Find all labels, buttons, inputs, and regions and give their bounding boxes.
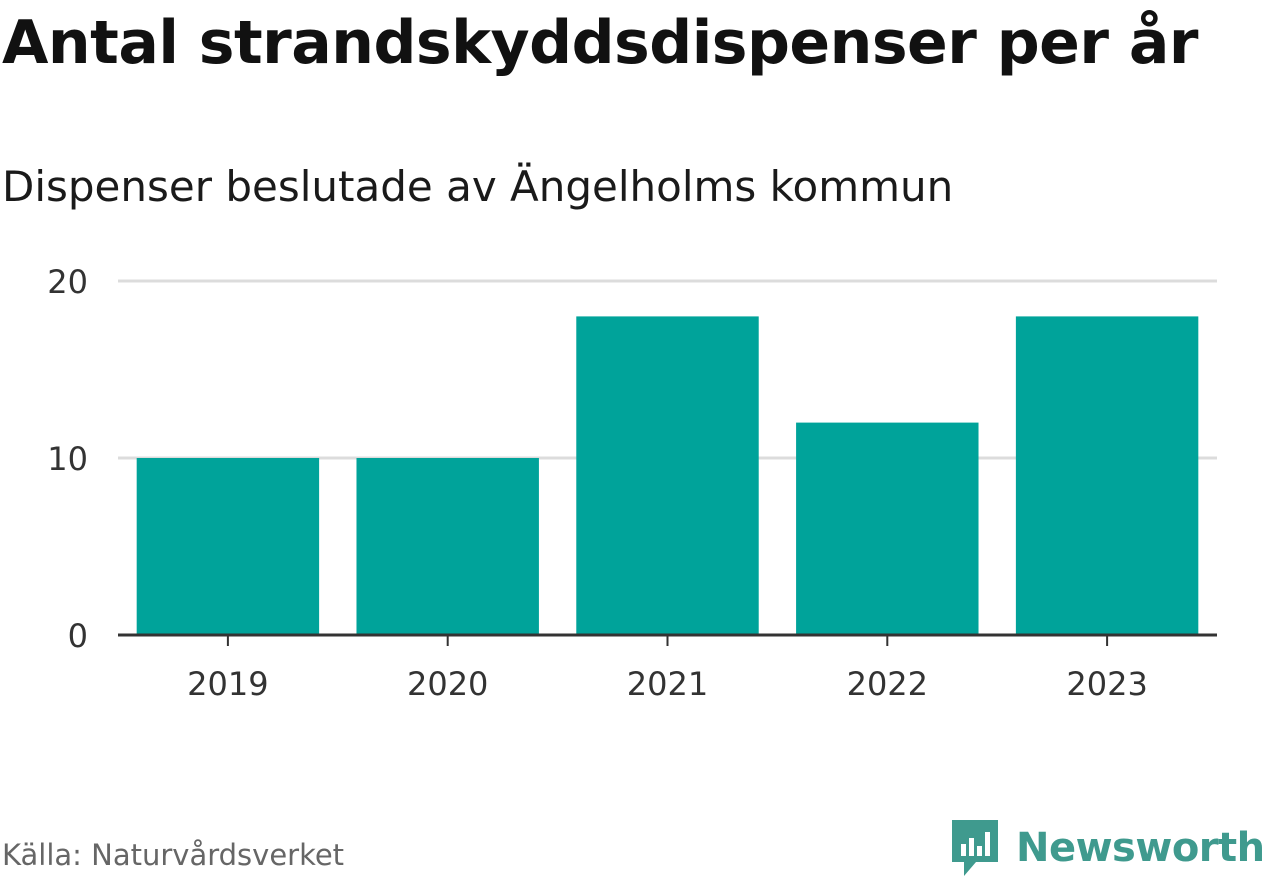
bar-2021: [576, 316, 759, 635]
bar-2019: [136, 458, 320, 635]
x-tick-label: 2021: [627, 665, 708, 703]
x-tick-label: 2023: [1066, 665, 1147, 703]
chart-title: Antal strandskyddsdispenser per år: [2, 8, 1198, 78]
y-axis-ticks: 0 10 20: [47, 263, 88, 655]
newsworthy-logo-icon: [952, 820, 998, 876]
bar-2023: [1015, 316, 1199, 635]
y-tick-label: 0: [68, 617, 88, 655]
x-tick-label: 2022: [847, 665, 928, 703]
brand-name: Newsworthy: [1016, 825, 1262, 871]
bars: [136, 316, 1199, 635]
bar-2022: [796, 422, 979, 635]
source-note: Källa: Naturvårdsverket: [2, 838, 345, 872]
brand: Newsworthy: [950, 818, 1262, 878]
bar-2020: [356, 458, 539, 635]
x-tick-label: 2019: [187, 665, 268, 703]
y-tick-label: 20: [47, 263, 88, 301]
x-tick-label: 2020: [407, 665, 488, 703]
y-tick-label: 10: [47, 440, 88, 478]
x-axis: 2019 2020 2021 2022 2023: [118, 633, 1217, 703]
chart-subtitle: Dispenser beslutade av Ängelholms kommun: [2, 162, 954, 211]
